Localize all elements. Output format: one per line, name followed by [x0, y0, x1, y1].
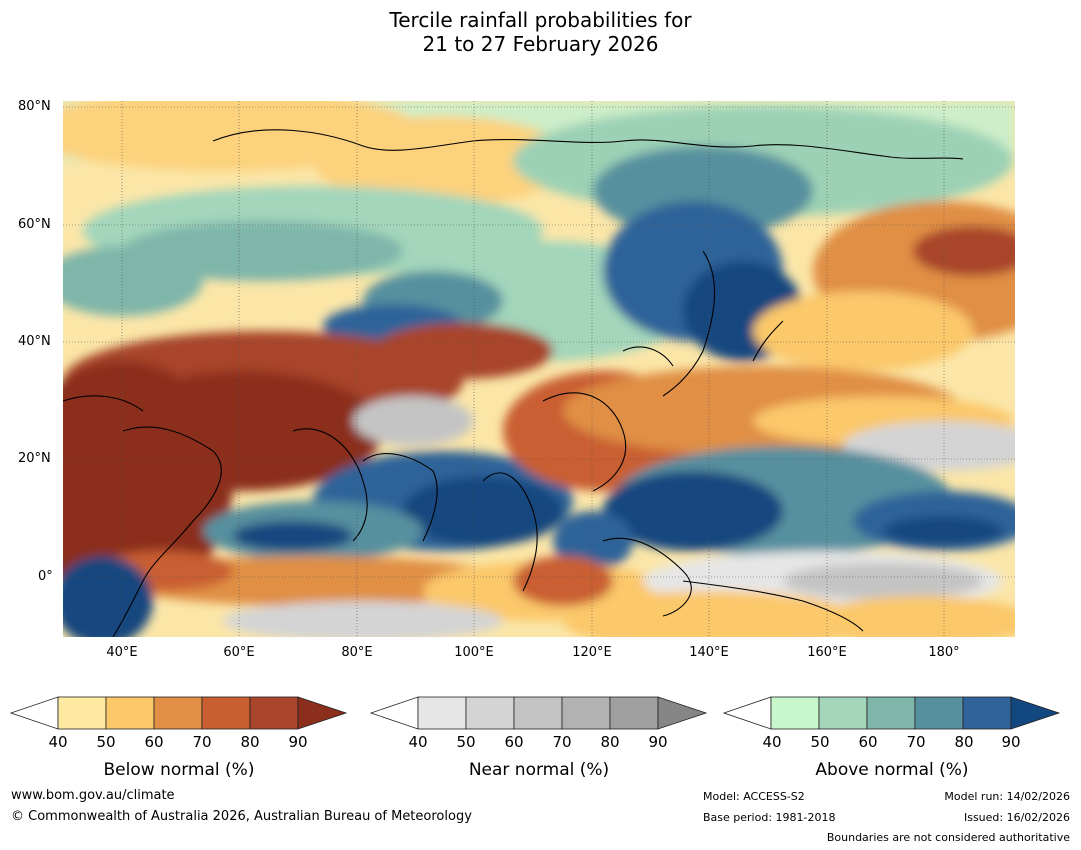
coastlines [63, 129, 964, 637]
legend-swatch [201, 696, 251, 730]
legend-label: 90 [288, 733, 308, 751]
legend-high-arrow [657, 696, 708, 730]
legend-swatch [465, 696, 515, 730]
legend-label: 40 [408, 733, 428, 751]
legend-low-arrow [723, 696, 772, 730]
model-text: Model: ACCESS-S2 [703, 790, 805, 803]
legend-swatch [105, 696, 155, 730]
lon-tick: 160°E [807, 645, 847, 660]
legend-label: 60 [144, 733, 164, 751]
map-title: Tercile rainfall probabilities for 21 to… [0, 8, 1081, 56]
legend-label: 80 [240, 733, 260, 751]
near-normal-colorbar [370, 696, 708, 730]
legend-label: 70 [552, 733, 572, 751]
legend-label: 80 [954, 733, 974, 751]
lat-tick: 40°N [18, 334, 51, 349]
legend-label: 60 [858, 733, 878, 751]
above-normal-title: Above normal (%) [815, 760, 969, 780]
lon-tick: 100°E [454, 645, 494, 660]
above-normal-colorbar [723, 696, 1061, 730]
legend-swatch [249, 696, 299, 730]
legend-label: 70 [192, 733, 212, 751]
lon-tick: 40°E [106, 645, 138, 660]
legend-label: 50 [810, 733, 830, 751]
disclaimer-text: Boundaries are not considered authoritat… [826, 831, 1070, 844]
legend-label: 50 [456, 733, 476, 751]
legend-swatch [770, 696, 820, 730]
lon-tick: 80°E [341, 645, 373, 660]
legend-swatch [962, 696, 1012, 730]
legend-label: 60 [504, 733, 524, 751]
below-normal-colorbar [10, 696, 348, 730]
legend-swatch [513, 696, 563, 730]
probability-map [63, 101, 1015, 637]
probability-field [63, 101, 1015, 637]
bom-climate-link[interactable]: www.bom.gov.au/climate [11, 788, 175, 803]
lat-tick: 20°N [18, 451, 51, 466]
legend-label: 80 [600, 733, 620, 751]
below-normal-title: Below normal (%) [103, 760, 255, 780]
legend-low-arrow [10, 696, 59, 730]
legend-swatch [417, 696, 467, 730]
lat-tick: 80°N [18, 99, 51, 114]
legend-high-arrow [297, 696, 348, 730]
legend-swatch [866, 696, 916, 730]
legend-swatch [914, 696, 964, 730]
copyright-text: © Commonwealth of Australia 2026, Austra… [11, 809, 472, 824]
lat-tick: 0° [38, 569, 53, 584]
legend-swatch [153, 696, 203, 730]
legend-high-arrow [1010, 696, 1061, 730]
lon-tick: 140°E [689, 645, 729, 660]
legend-label: 50 [96, 733, 116, 751]
gridlines [63, 101, 1015, 637]
legend-label: 90 [648, 733, 668, 751]
title-line-2: 21 to 27 February 2026 [422, 32, 659, 56]
legend-low-arrow [370, 696, 419, 730]
lon-tick: 180° [928, 645, 960, 660]
legend-label: 90 [1001, 733, 1021, 751]
legend-swatch [818, 696, 868, 730]
lon-tick: 60°E [223, 645, 255, 660]
lat-tick: 60°N [18, 217, 51, 232]
legend-swatch [609, 696, 659, 730]
base-period-text: Base period: 1981-2018 [703, 811, 836, 824]
near-normal-title: Near normal (%) [468, 760, 610, 780]
title-line-1: Tercile rainfall probabilities for [389, 8, 692, 32]
legend-label: 70 [906, 733, 926, 751]
lon-tick: 120°E [572, 645, 612, 660]
legend-swatch [57, 696, 107, 730]
issued-text: Issued: 16/02/2026 [963, 811, 1070, 824]
model-run-text: Model run: 14/02/2026 [944, 790, 1070, 803]
map-canvas [63, 101, 1015, 637]
legend-label: 40 [48, 733, 68, 751]
legend-swatch [561, 696, 611, 730]
legend-label: 40 [762, 733, 782, 751]
